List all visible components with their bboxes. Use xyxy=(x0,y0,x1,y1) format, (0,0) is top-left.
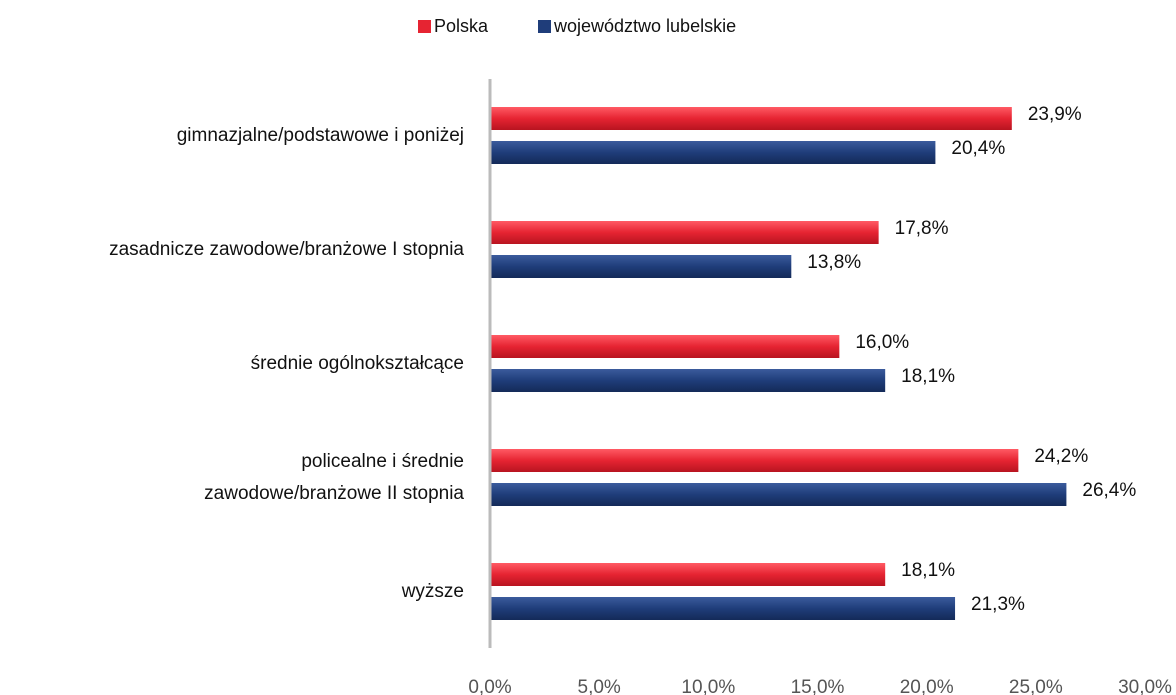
bar xyxy=(490,563,886,586)
category-label: gimnazjalne/podstawowe i poniżej xyxy=(177,125,464,146)
bar xyxy=(490,335,840,358)
x-tick-label: 25,0% xyxy=(1009,677,1063,695)
x-tick-label: 30,0% xyxy=(1118,677,1172,695)
bar xyxy=(490,141,936,164)
legend-swatch xyxy=(418,20,431,33)
value-label: 18,1% xyxy=(901,366,955,387)
value-label: 23,9% xyxy=(1028,104,1082,125)
value-label: 26,4% xyxy=(1082,480,1136,501)
bar xyxy=(490,221,879,244)
x-tick-label: 15,0% xyxy=(791,677,845,695)
value-label: 13,8% xyxy=(807,252,861,273)
legend-label: Polska xyxy=(434,16,489,36)
category-label: wyższe xyxy=(401,581,464,602)
value-label: 21,3% xyxy=(971,594,1025,615)
value-label: 16,0% xyxy=(855,332,909,353)
category-label: policealne i średnie zawodowe/branżowe II… xyxy=(204,451,464,504)
x-tick-label: 10,0% xyxy=(681,677,735,695)
legend-swatch xyxy=(538,20,551,33)
value-label: 20,4% xyxy=(951,138,1005,159)
category-label: średnie ogólnokształcące xyxy=(251,353,464,374)
bar xyxy=(490,449,1019,472)
bar xyxy=(490,107,1012,130)
bar xyxy=(490,597,956,620)
x-tick-label: 5,0% xyxy=(578,677,621,695)
bar xyxy=(490,369,886,392)
category-label: zasadnicze zawodowe/branżowe I stopnia xyxy=(109,239,464,260)
value-label: 18,1% xyxy=(901,560,955,581)
value-label: 24,2% xyxy=(1034,446,1088,467)
bar xyxy=(490,255,792,278)
x-tick-label: 20,0% xyxy=(900,677,954,695)
x-tick-label: 0,0% xyxy=(468,677,511,695)
legend-label: województwo lubelskie xyxy=(553,16,736,36)
value-label: 17,8% xyxy=(895,218,949,239)
bar xyxy=(490,483,1067,506)
